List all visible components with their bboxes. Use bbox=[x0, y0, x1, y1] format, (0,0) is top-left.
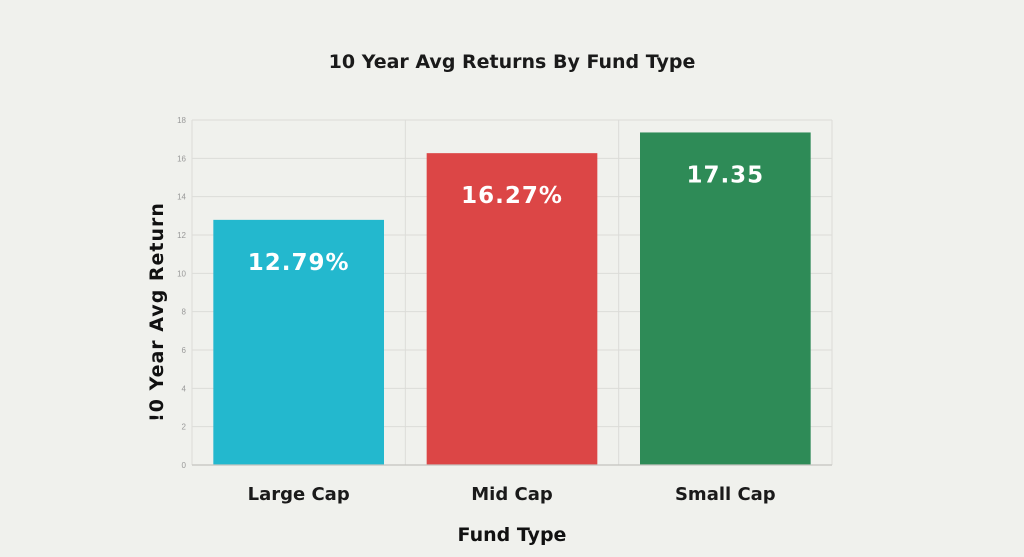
bar-large-cap bbox=[213, 219, 384, 465]
data-label: 17.35 bbox=[686, 162, 764, 188]
x-axis-label: Fund Type bbox=[458, 524, 567, 546]
bar-small-cap bbox=[640, 132, 811, 466]
data-label: 16.27% bbox=[461, 183, 563, 209]
y-tick-label: 14 bbox=[177, 193, 186, 202]
chart-title: 10 Year Avg Returns By Fund Type bbox=[329, 51, 696, 73]
x-axis-categories: Large Cap Mid Cap Small Cap bbox=[248, 484, 776, 505]
y-tick-label: 4 bbox=[182, 384, 187, 393]
y-tick-label: 10 bbox=[177, 269, 186, 278]
x-tick-label: Small Cap bbox=[675, 484, 776, 505]
y-tick-label: 0 bbox=[182, 461, 187, 470]
bars bbox=[213, 132, 811, 466]
y-axis-label: !0 Year Avg Return bbox=[146, 202, 168, 422]
data-label: 12.79% bbox=[248, 250, 350, 276]
y-tick-label: 6 bbox=[182, 346, 187, 355]
y-tick-label: 2 bbox=[182, 423, 187, 432]
data-labels: 12.79% 16.27% 17.35 bbox=[248, 162, 764, 276]
y-tick-label: 16 bbox=[177, 154, 186, 163]
x-tick-label: Mid Cap bbox=[471, 484, 553, 505]
bar-mid-cap bbox=[426, 153, 598, 466]
y-tick-label: 12 bbox=[177, 231, 186, 240]
y-axis-ticks: 0 2 4 6 8 10 12 14 16 18 bbox=[177, 116, 186, 470]
x-tick-label: Large Cap bbox=[248, 484, 350, 505]
y-tick-label: 8 bbox=[182, 308, 187, 317]
y-tick-label: 18 bbox=[177, 116, 186, 125]
